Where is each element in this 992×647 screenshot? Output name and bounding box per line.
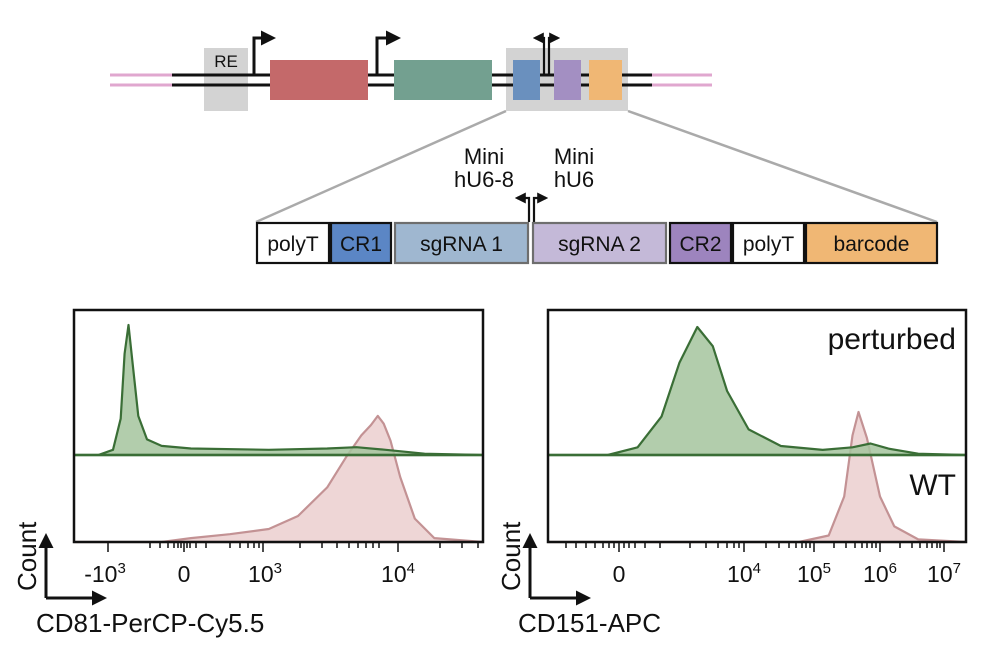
- re-shade: [204, 48, 248, 111]
- construct-schematic: RE Mini hU6-8 Mini hU6 polyT CR1 sgRNA 1 sg…: [110, 30, 939, 265]
- segment-box: [804, 221, 939, 265]
- segment-label: CR1: [340, 233, 382, 256]
- promoter-arrow-1: [252, 30, 276, 75]
- histogram-wt-curve: [72, 414, 485, 544]
- segment-box: [668, 221, 733, 265]
- plot-cd151-minor-ticks: [565, 543, 945, 552]
- small-block-blue: [513, 60, 540, 100]
- construct-segments: polyT CR1 sgRNA 1 sgRNA 2 CR2 polyT barcode: [255, 221, 939, 265]
- segment-label: sgRNA 1: [420, 233, 503, 256]
- tick-label: 107: [927, 560, 961, 587]
- segment-label: polyT: [743, 233, 795, 256]
- promoter-arrow-left-small: [532, 32, 546, 75]
- plot-cd151-curves: [546, 325, 968, 544]
- gene-block-red: [270, 60, 368, 100]
- small-block-orange: [589, 60, 622, 100]
- promoter-arrow-2: [375, 30, 401, 75]
- gene-block-teal: [394, 60, 492, 100]
- segment-box: [255, 221, 331, 265]
- promoter-arrow-right-small: [547, 32, 561, 75]
- re-label: RE: [214, 52, 238, 71]
- plot-cd81-frame: [72, 308, 485, 544]
- segment-label: barcode: [834, 233, 910, 256]
- histogram-wt-curve: [546, 410, 968, 544]
- zoom-line-right: [627, 109, 938, 224]
- segment-box: [731, 221, 806, 265]
- tick-label: 106: [863, 560, 897, 587]
- segment-box: [329, 221, 393, 265]
- tick-label: 0: [613, 561, 626, 587]
- tick-label: 104: [381, 560, 415, 587]
- tick-label: 103: [248, 560, 282, 587]
- mini-hu6-8-label-line2: hU6-8: [454, 167, 514, 192]
- detail-arrow-left: [514, 192, 531, 222]
- segment-label: CR2: [679, 233, 721, 256]
- y-axis-label: Count: [496, 521, 526, 591]
- small-block-purple: [554, 60, 581, 100]
- segment-label: polyT: [267, 233, 319, 256]
- x-axis-label: CD81-PerCP-Cy5.5: [36, 608, 264, 638]
- histogram-cd81: -103 0 103 104 Count CD81-PerCP-Cy5.5: [12, 308, 485, 638]
- detail-arrow-right: [532, 192, 549, 222]
- plot-cd151-frame: [546, 308, 968, 544]
- histogram-cd151: perturbed WT 0 104 105 106 107 Count CD1…: [496, 308, 968, 638]
- tick-label: 104: [727, 560, 761, 587]
- tick-label: 105: [797, 560, 831, 587]
- segment-box: [393, 221, 530, 265]
- segment-label: sgRNA 2: [558, 233, 641, 256]
- legend-perturbed-label: perturbed: [828, 323, 956, 356]
- x-axis-label: CD151-APC: [518, 608, 661, 638]
- tick-label: 0: [178, 561, 191, 587]
- plot-cd81-curves: [72, 323, 485, 544]
- histogram-perturbed-curve: [72, 323, 485, 457]
- plot-cd81-minor-ticks: [107, 543, 479, 552]
- zoom-line-left: [255, 109, 507, 224]
- tick-label: -103: [84, 560, 126, 587]
- mini-hu6-label-line2: hU6: [554, 167, 594, 192]
- histogram-perturbed-curve: [546, 325, 968, 457]
- mini-hu6-8-label-line1: Mini: [464, 144, 504, 169]
- legend-wt-label: WT: [909, 469, 956, 502]
- y-axis-label: Count: [12, 521, 42, 591]
- segment-box: [531, 221, 668, 265]
- mini-hu6-label-line1: Mini: [554, 144, 594, 169]
